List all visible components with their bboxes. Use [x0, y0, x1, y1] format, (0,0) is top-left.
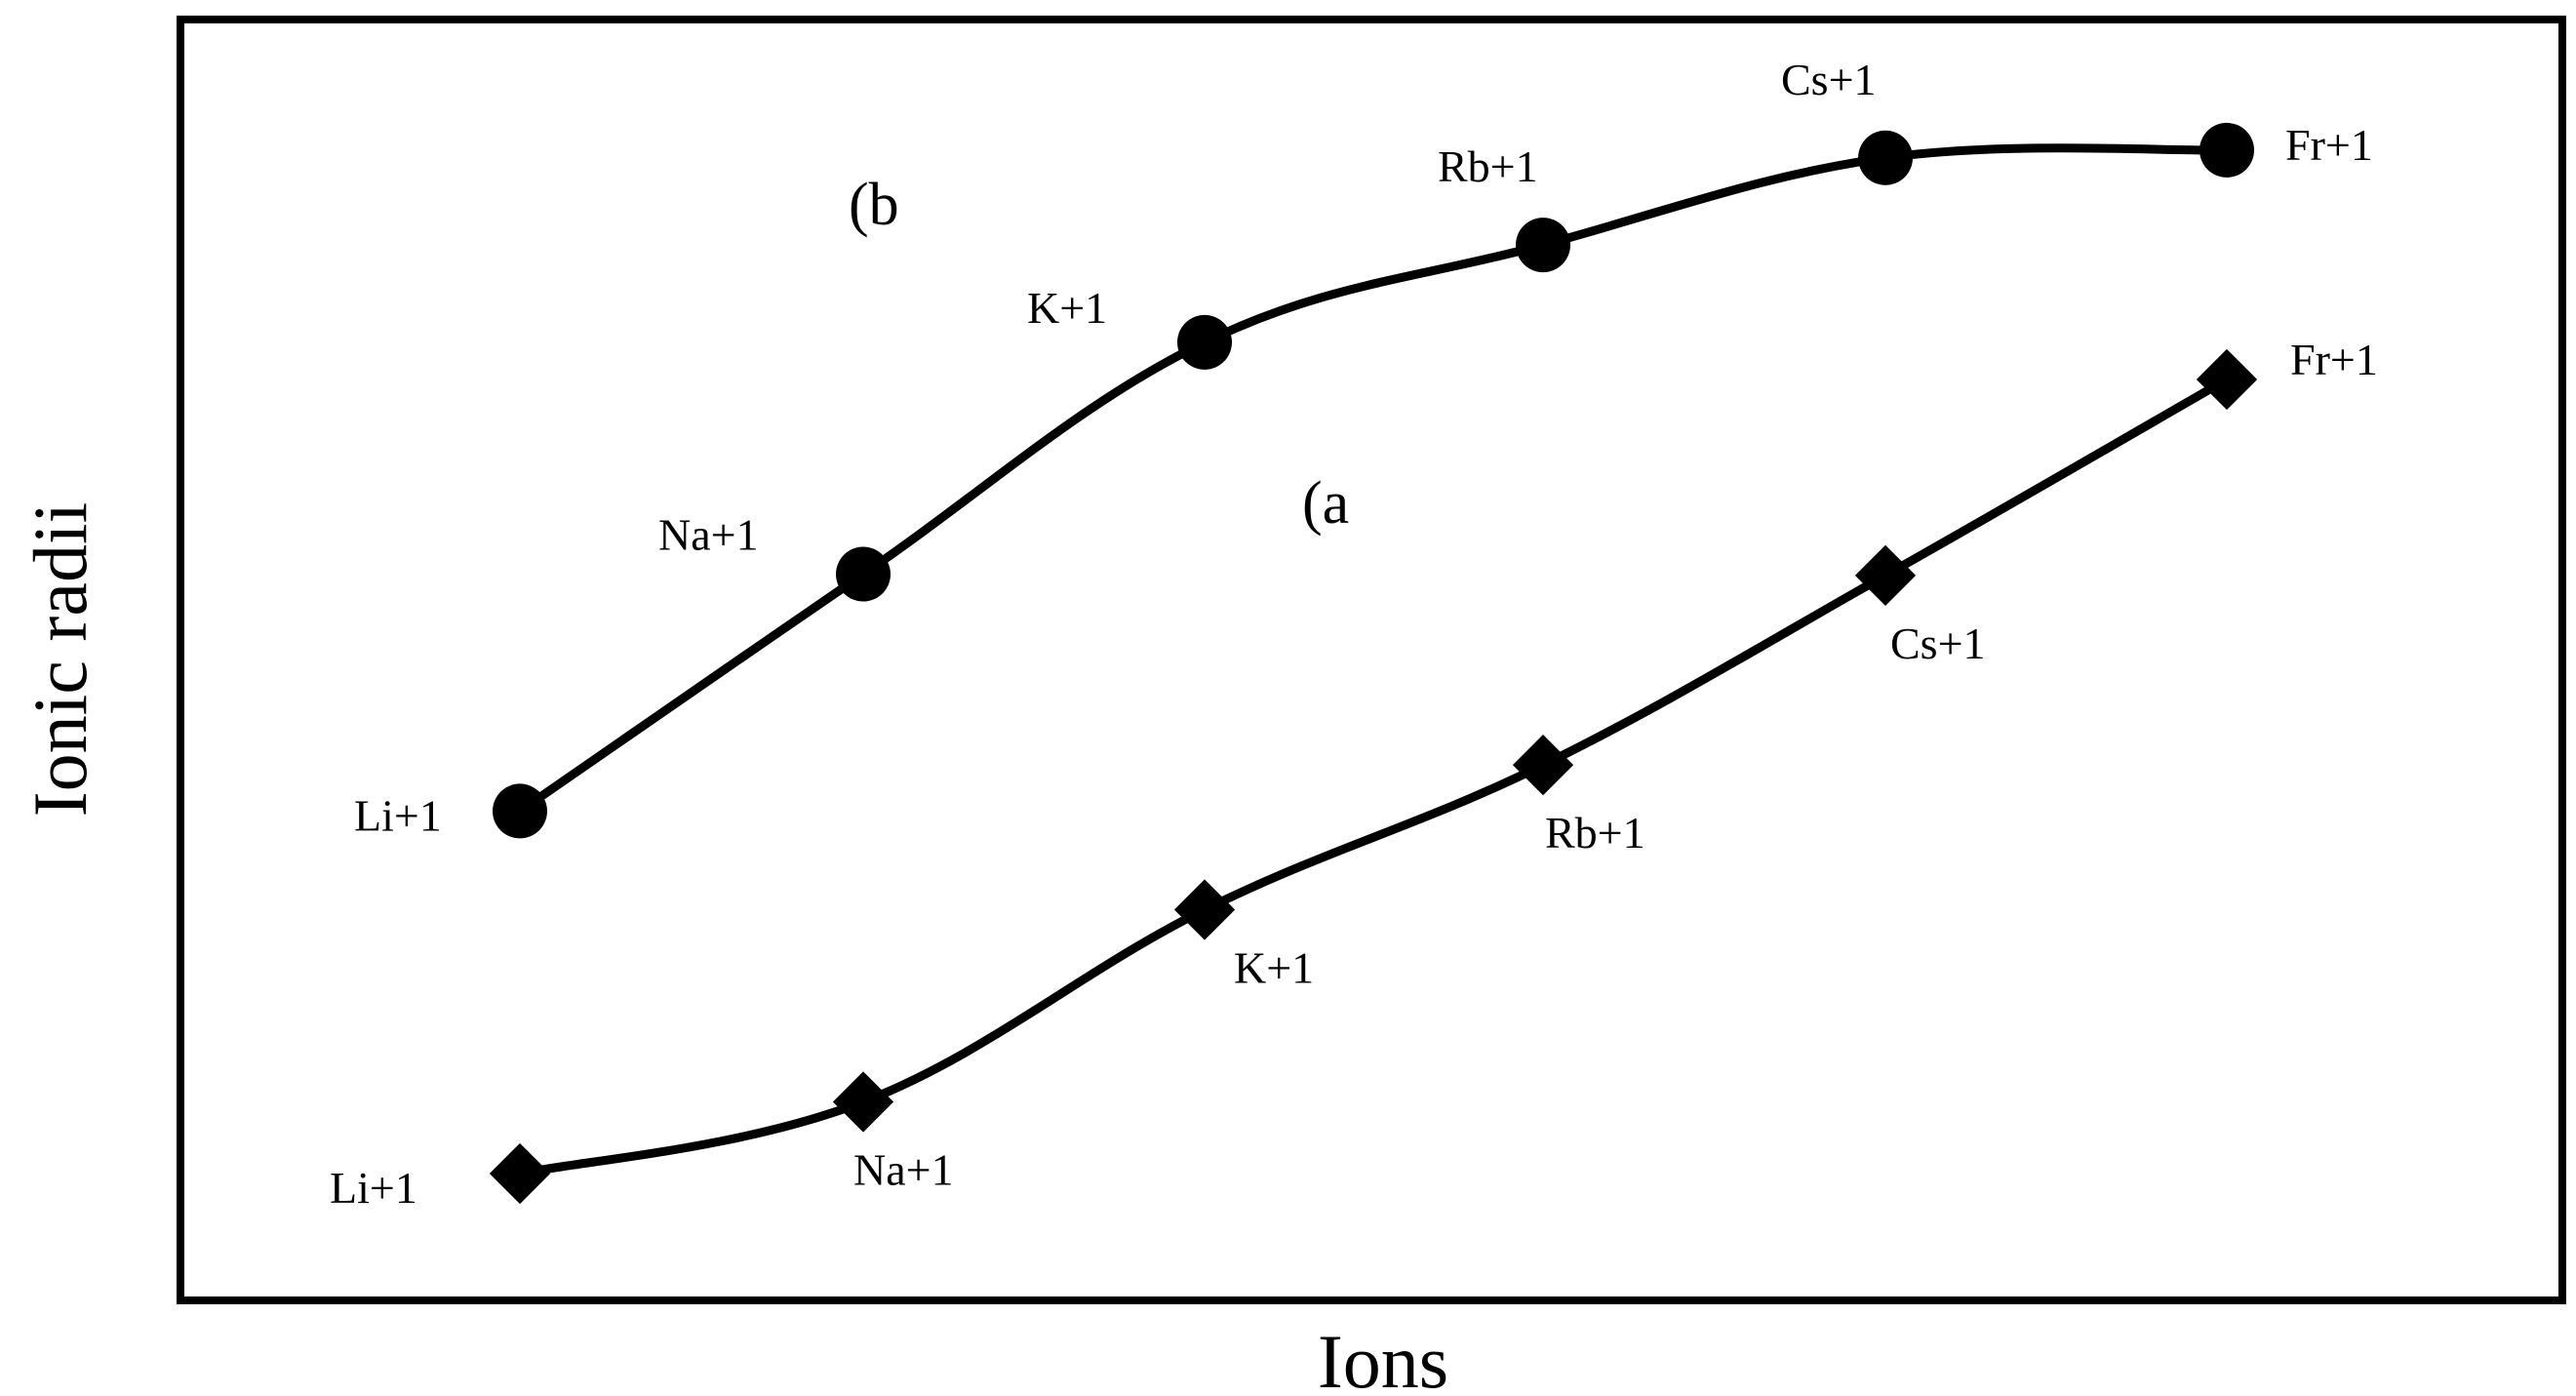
- series-a-point: [1512, 735, 1574, 796]
- series-a-point: [1173, 879, 1236, 940]
- series-b-point-label: Fr+1: [2285, 120, 2373, 170]
- series-b-point: [1177, 314, 1232, 370]
- series-a-point-label: Li+1: [330, 1163, 417, 1213]
- series-b-point: [2200, 122, 2254, 178]
- series-a-point: [1854, 544, 1917, 606]
- series-b-point-label: Cs+1: [1781, 55, 1877, 104]
- series-b-point-label: K+1: [1027, 283, 1107, 333]
- series-layer: Li+1 Na+1 K+1 Rb+1 Cs+1 Fr+1 Li+1 Na+1 K+1 Rb+1 Cs…: [330, 55, 2378, 1213]
- series-a-point-label: Rb+1: [1545, 808, 1645, 858]
- y-axis-title: Ionic radii: [18, 502, 102, 818]
- series-a-point: [489, 1142, 551, 1205]
- series-a-point-label: Cs+1: [1890, 618, 1986, 668]
- series-b-point: [836, 546, 891, 602]
- series-a-line: [519, 376, 2230, 1178]
- series-b-tag: (b: [849, 172, 899, 238]
- plot-frame: [177, 16, 2566, 1304]
- series-a-point-label: Na+1: [853, 1144, 954, 1194]
- series-b-point-label: Na+1: [658, 510, 759, 560]
- series-b-point: [1516, 218, 1570, 273]
- x-axis-title: Ions: [1318, 1319, 1448, 1396]
- series-b-point-label: Rb+1: [1438, 141, 1538, 191]
- series-b-point: [1858, 130, 1913, 185]
- series-a-point: [832, 1071, 894, 1133]
- series-a-point-label: Fr+1: [2290, 335, 2378, 384]
- series-b-point-label: Li+1: [354, 790, 442, 840]
- series-b-point: [493, 783, 547, 839]
- series-b-line: [517, 143, 2228, 816]
- series-a-point: [2196, 348, 2258, 411]
- series-a-tag: (a: [1302, 470, 1349, 537]
- series-a-point-label: K+1: [1234, 943, 1314, 993]
